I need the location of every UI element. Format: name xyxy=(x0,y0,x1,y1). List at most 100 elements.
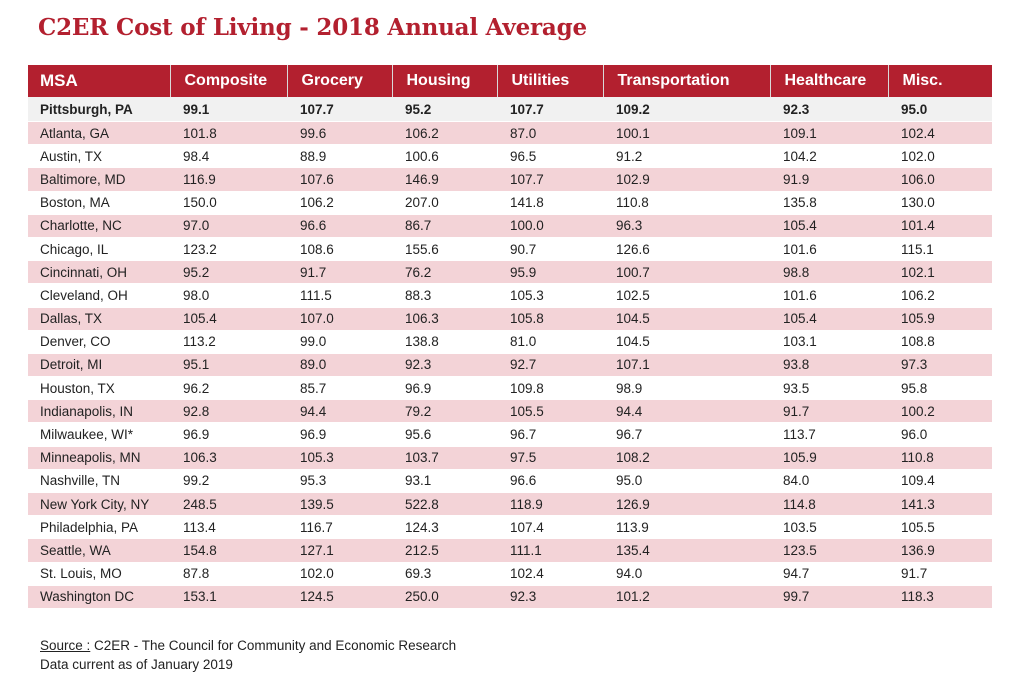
value-cell: 113.4 xyxy=(170,515,287,540)
column-header-composite: Composite xyxy=(170,65,288,97)
value-cell: 138.8 xyxy=(392,330,497,354)
value-cell: 124.3 xyxy=(392,515,497,540)
value-cell: 106.3 xyxy=(392,307,497,331)
table-row: Dallas, TX 105.4 107.0 106.3 105.8 104.5 105.4… xyxy=(28,307,992,331)
value-cell: 88.9 xyxy=(287,144,392,169)
column-header-utilities: Utilities xyxy=(497,65,604,97)
value-cell: 94.4 xyxy=(603,399,770,424)
value-cell: 102.4 xyxy=(888,121,992,146)
value-cell: 105.5 xyxy=(497,399,603,424)
value-cell: 87.0 xyxy=(497,121,603,146)
value-cell: 207.0 xyxy=(392,191,497,215)
table-row: Cleveland, OH 98.0 111.5 88.3 105.3 102.5 101.… xyxy=(28,283,992,308)
value-cell: 109.4 xyxy=(888,469,992,494)
value-cell: 81.0 xyxy=(497,330,603,354)
value-cell: 105.8 xyxy=(497,307,603,331)
value-cell: 107.0 xyxy=(287,307,392,331)
cost-of-living-table: MSA Composite Grocery Housing Utilities … xyxy=(28,65,992,609)
value-cell: 69.3 xyxy=(392,562,497,586)
value-cell: 95.2 xyxy=(170,260,287,285)
value-cell: 100.0 xyxy=(497,214,603,238)
source-label: Source : xyxy=(40,638,91,653)
value-cell: 107.4 xyxy=(497,515,603,540)
value-cell: 87.8 xyxy=(170,562,287,586)
value-cell: 96.7 xyxy=(497,422,603,447)
value-cell: 84.0 xyxy=(770,469,888,494)
value-cell: 105.4 xyxy=(770,307,888,331)
value-cell: 107.7 xyxy=(497,167,603,192)
value-cell: 102.9 xyxy=(603,167,770,192)
value-cell: 95.0 xyxy=(603,469,770,494)
msa-cell: Atlanta, GA xyxy=(28,121,170,146)
value-cell: 113.2 xyxy=(170,330,287,354)
value-cell: 94.4 xyxy=(287,399,392,424)
value-cell: 105.9 xyxy=(888,307,992,331)
value-cell: 110.8 xyxy=(603,191,770,215)
value-cell: 110.8 xyxy=(888,446,992,470)
value-cell: 95.0 xyxy=(888,97,992,122)
value-cell: 139.5 xyxy=(287,492,392,517)
table-row: Houston, TX 96.2 85.7 96.9 109.8 98.9 93.5 95.8 xyxy=(28,376,992,401)
msa-cell: Cincinnati, OH xyxy=(28,260,170,285)
value-cell: 96.9 xyxy=(287,422,392,447)
table-row: Denver, CO 113.2 99.0 138.8 81.0 104.5 103.1 10… xyxy=(28,330,992,354)
value-cell: 89.0 xyxy=(287,353,392,378)
value-cell: 108.2 xyxy=(603,446,770,470)
value-cell: 96.5 xyxy=(497,144,603,169)
value-cell: 105.5 xyxy=(888,515,992,540)
value-cell: 91.2 xyxy=(603,144,770,169)
value-cell: 96.6 xyxy=(287,214,392,238)
value-cell: 212.5 xyxy=(392,538,497,563)
table-row: Philadelphia, PA 113.4 116.7 124.3 107.4 113.… xyxy=(28,515,992,540)
value-cell: 135.4 xyxy=(603,538,770,563)
value-cell: 96.9 xyxy=(392,376,497,401)
value-cell: 92.3 xyxy=(770,97,888,122)
column-header-msa: MSA xyxy=(28,65,171,97)
table-body: Pittsburgh, PA 99.1 107.7 95.2 107.7 109.2 92.… xyxy=(28,97,992,609)
msa-cell: Minneapolis, MN xyxy=(28,446,170,470)
value-cell: 141.8 xyxy=(497,191,603,215)
value-cell: 130.0 xyxy=(888,191,992,215)
value-cell: 106.2 xyxy=(888,283,992,308)
value-cell: 155.6 xyxy=(392,237,497,262)
value-cell: 123.5 xyxy=(770,538,888,563)
msa-cell: Pittsburgh, PA xyxy=(28,97,170,122)
table-row: Cincinnati, OH 95.2 91.7 76.2 95.9 100.7 98.8 1… xyxy=(28,260,992,285)
value-cell: 98.4 xyxy=(170,144,287,169)
source-note: Source : C2ER - The Council for Communit… xyxy=(40,636,456,674)
value-cell: 103.5 xyxy=(770,515,888,540)
value-cell: 114.8 xyxy=(770,492,888,517)
table-row: Charlotte, NC 97.0 96.6 86.7 100.0 96.3 105.4 1… xyxy=(28,214,992,238)
value-cell: 96.9 xyxy=(170,422,287,447)
value-cell: 101.4 xyxy=(888,214,992,238)
value-cell: 107.6 xyxy=(287,167,392,192)
value-cell: 111.5 xyxy=(287,283,392,308)
table-title: C2ER Cost of Living - 2018 Annual Averag… xyxy=(38,14,587,41)
value-cell: 113.9 xyxy=(603,515,770,540)
value-cell: 115.1 xyxy=(888,237,992,262)
value-cell: 95.1 xyxy=(170,353,287,378)
value-cell: 92.7 xyxy=(497,353,603,378)
column-header-housing: Housing xyxy=(392,65,498,97)
value-cell: 99.7 xyxy=(770,585,888,609)
value-cell: 91.7 xyxy=(770,399,888,424)
value-cell: 101.8 xyxy=(170,121,287,146)
value-cell: 105.3 xyxy=(497,283,603,308)
value-cell: 105.4 xyxy=(170,307,287,331)
value-cell: 106.2 xyxy=(287,191,392,215)
msa-cell: Indianapolis, IN xyxy=(28,399,170,424)
value-cell: 248.5 xyxy=(170,492,287,517)
value-cell: 85.7 xyxy=(287,376,392,401)
table-row: Austin, TX 98.4 88.9 100.6 96.5 91.2 104.2 102.… xyxy=(28,144,992,169)
value-cell: 116.9 xyxy=(170,167,287,192)
table-row: Pittsburgh, PA 99.1 107.7 95.2 107.7 109.2 92.… xyxy=(28,97,992,122)
value-cell: 136.9 xyxy=(888,538,992,563)
value-cell: 86.7 xyxy=(392,214,497,238)
value-cell: 150.0 xyxy=(170,191,287,215)
value-cell: 135.8 xyxy=(770,191,888,215)
table-header: MSA Composite Grocery Housing Utilities … xyxy=(28,65,992,97)
value-cell: 93.5 xyxy=(770,376,888,401)
value-cell: 124.5 xyxy=(287,585,392,609)
value-cell: 109.2 xyxy=(603,97,770,122)
msa-cell: Cleveland, OH xyxy=(28,283,170,308)
